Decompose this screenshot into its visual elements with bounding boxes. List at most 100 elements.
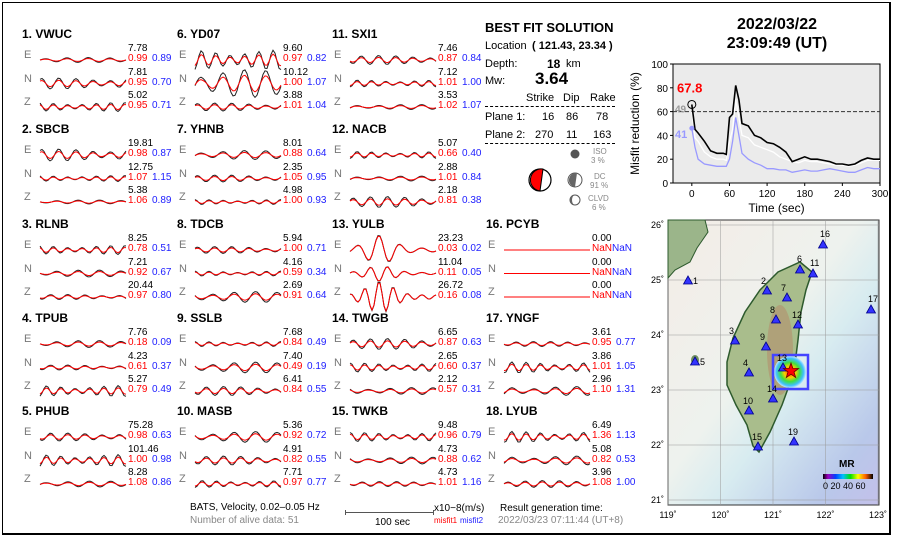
station-name: SXI1 <box>351 27 378 41</box>
observed-waveform <box>349 282 437 314</box>
station-map-label: 11 <box>810 258 819 268</box>
component-label: Z <box>334 380 341 392</box>
waveform-traces <box>349 235 437 314</box>
station-title: 6. YD07 <box>177 27 220 41</box>
misfit-series-0 <box>691 85 880 167</box>
component-label: E <box>179 144 187 156</box>
iso-ball-icon <box>570 149 580 159</box>
station-triangle-icon[interactable] <box>788 436 800 446</box>
station-name: TWGB <box>352 311 389 325</box>
synthetic-waveform <box>39 341 127 347</box>
misfit1-value: NaN <box>592 243 613 254</box>
station-triangle-icon[interactable] <box>794 264 806 274</box>
max-amplitude: 5.94 <box>283 233 303 244</box>
station-panel: 15. TWKB E 9.48 0.96 0.79 N 4.73 0.88 0.62 Z 4.73 1… <box>332 404 482 494</box>
observed-waveform <box>349 55 437 65</box>
misfit2-value: 0.55 <box>307 384 327 395</box>
max-amplitude: 20.44 <box>128 280 154 291</box>
max-amplitude: 101.46 <box>128 443 159 455</box>
misfit1-value: 1.01 <box>592 360 612 372</box>
component-label: Z <box>334 96 341 108</box>
station-map-label: 4 <box>743 358 748 368</box>
component-label: E <box>179 239 187 251</box>
station-triangle-icon[interactable] <box>761 285 773 295</box>
lat-tick-label: 24˚ <box>651 330 664 340</box>
max-amplitude: 4.73 <box>438 443 458 455</box>
station-panel: 13. YULB E 23.23 0.03 0.02 N 11.04 0.11 0.05 Z 26.… <box>332 217 482 314</box>
station-triangle-icon[interactable] <box>760 341 772 351</box>
blue-start-marker <box>689 125 695 131</box>
synthetic-waveform <box>39 365 127 370</box>
component-label: N <box>24 167 32 180</box>
observed-waveform <box>39 384 127 397</box>
station-triangle-icon[interactable] <box>817 239 829 249</box>
station-triangle-icon[interactable] <box>682 275 694 285</box>
station-map-label: 14 <box>767 384 777 394</box>
observed-waveform <box>349 151 437 159</box>
station-triangle-icon[interactable] <box>767 393 779 403</box>
station-map-label: 10 <box>743 396 753 406</box>
max-amplitude: 3.61 <box>592 327 612 338</box>
station-map-label: 3 <box>729 326 734 336</box>
plane2-label: Plane 2: <box>485 129 526 141</box>
misfit1-value: 0.11 <box>438 266 457 278</box>
component-label: E <box>24 239 32 251</box>
best-time-marker <box>687 99 697 109</box>
misfit1-value: 0.49 <box>283 360 303 372</box>
station-name: YULB <box>351 217 385 231</box>
station-title: 10. MASB <box>177 404 232 418</box>
station-number: 17. <box>486 311 503 325</box>
dc-label: DC <box>594 172 606 181</box>
station-number: 7. <box>177 122 188 136</box>
station-title: 18. LYUB <box>486 404 538 418</box>
station-triangle-icon[interactable] <box>743 405 755 415</box>
synthetic-waveform <box>349 235 437 262</box>
station-title: 14. TWGB <box>332 311 389 325</box>
misfit1-value: 0.95 <box>592 337 612 348</box>
station-triangle-icon[interactable] <box>792 319 804 329</box>
station-triangle-icon[interactable] <box>770 314 782 324</box>
time-scale-bar <box>345 510 434 515</box>
observed-waveform <box>194 431 282 443</box>
x-tick-label: 240 <box>834 189 851 200</box>
max-amplitude: 6.49 <box>592 420 612 431</box>
observed-waveform <box>349 196 437 208</box>
observed-waveform <box>349 79 437 88</box>
misfit1-value: 1.01 <box>438 171 458 183</box>
observed-waveform <box>194 174 282 183</box>
y-tick-label: 40 <box>657 131 669 142</box>
misfit1-value: 0.97 <box>283 477 303 488</box>
station-triangle-icon[interactable] <box>743 367 755 377</box>
depth-value: 18 <box>547 57 561 71</box>
misfit2-value: 0.71 <box>152 100 172 111</box>
station-triangle-icon[interactable] <box>689 356 701 366</box>
synthetic-waveform <box>39 294 127 299</box>
misfit2-value: 0.53 <box>616 453 636 465</box>
synthetic-waveform <box>194 104 282 110</box>
misfit2-value: 0.38 <box>462 195 482 206</box>
station-triangle-icon[interactable] <box>865 304 877 314</box>
misfit2-value: 0.51 <box>152 243 172 254</box>
station-triangle-icon[interactable] <box>781 292 793 302</box>
station-triangle-icon[interactable] <box>752 441 764 451</box>
waveform-traces <box>349 432 437 488</box>
waveform-traces <box>194 49 282 112</box>
synthetic-waveform <box>39 456 127 465</box>
component-label: Z <box>24 473 31 485</box>
misfit2-value: 0.93 <box>307 195 327 206</box>
misfit2-value: 0.40 <box>462 148 482 159</box>
max-amplitude: 23.23 <box>438 233 464 244</box>
synthetic-waveform <box>194 151 282 159</box>
y-tick-label: 100 <box>651 60 668 71</box>
station-triangle-icon[interactable] <box>807 268 819 278</box>
max-amplitude: 6.65 <box>438 327 458 338</box>
misfit1-value: 1.00 <box>283 76 303 88</box>
synthetic-waveform <box>349 482 437 487</box>
component-label: Z <box>488 286 495 298</box>
observed-waveform <box>349 338 437 350</box>
max-amplitude: 5.02 <box>128 90 148 101</box>
synthetic-waveform <box>349 433 437 441</box>
max-amplitude: 8.28 <box>128 467 148 478</box>
station-triangle-icon[interactable] <box>729 335 741 345</box>
station-panel: 8. TDCB E 5.94 1.00 0.71 N 4.16 0.59 0.34 Z 2.69 0.… <box>177 217 327 307</box>
